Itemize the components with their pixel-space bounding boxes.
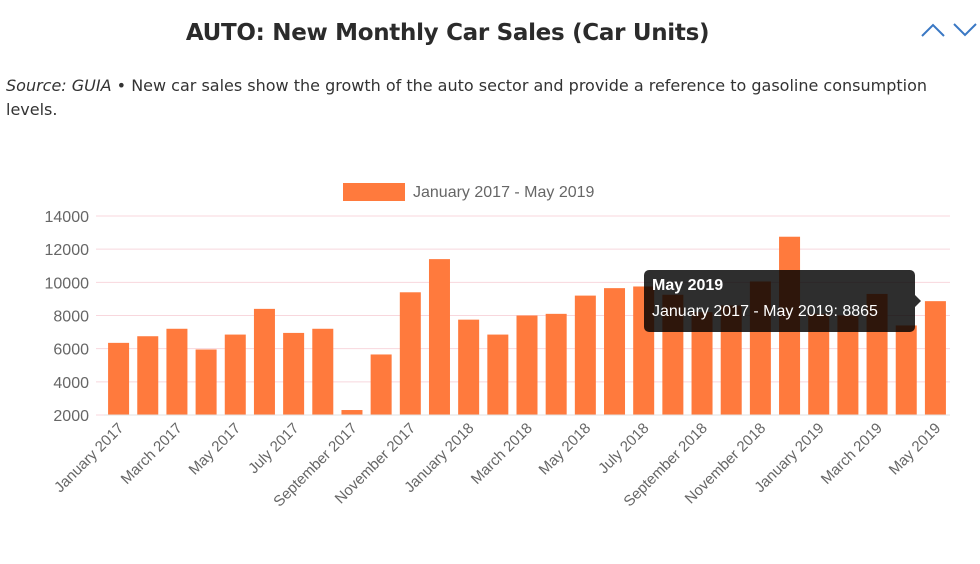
legend-swatch: [343, 183, 405, 201]
x-tick-label: May 2017: [186, 420, 245, 479]
tooltip-body: January 2017 - May 2019: 8865: [652, 303, 878, 320]
y-tick-label: 12000: [45, 242, 90, 259]
source-label: Source: GUIA: [6, 76, 112, 95]
bar: [195, 349, 217, 415]
separator: •: [116, 76, 127, 95]
x-tick-label: March 2018: [468, 420, 536, 488]
collapse-controls: [920, 22, 980, 44]
chart-description: Source: GUIA • New car sales show the gr…: [6, 74, 976, 122]
x-tick-label: July 2018: [595, 420, 652, 477]
chart-tooltip: May 2019 January 2017 - May 2019: 8865: [644, 270, 921, 332]
bar-chart: January 2017 - May 2019 2000 4000 6000 8000 1…: [45, 183, 950, 510]
y-tick-label: 4000: [53, 375, 89, 392]
y-tick-label: 14000: [45, 209, 90, 226]
description-text: New car sales show the growth of the aut…: [6, 76, 927, 119]
bar: [574, 295, 596, 415]
x-tick-label: May 2019: [886, 420, 945, 479]
bar: [253, 308, 275, 415]
y-tick-label: 8000: [53, 309, 89, 326]
bar: [399, 292, 421, 415]
bar: [108, 342, 130, 415]
bar: [895, 325, 917, 415]
bar: [166, 328, 188, 415]
x-tick-label: July 2017: [245, 420, 302, 477]
x-tick-label: January 2017: [51, 420, 127, 496]
bar: [370, 354, 392, 415]
bar: [428, 259, 450, 415]
bar: [224, 334, 246, 415]
bar: [837, 315, 859, 415]
bar: [283, 332, 305, 415]
y-tick-label: 6000: [53, 342, 89, 359]
bar: [341, 410, 363, 415]
bar: [924, 301, 946, 415]
bar: [516, 315, 538, 415]
bar: [137, 336, 159, 415]
chevron-up-icon[interactable]: [920, 22, 946, 43]
page-title: AUTO: New Monthly Car Sales (Car Units): [185, 20, 710, 46]
bar: [604, 288, 626, 415]
y-tick-label: 10000: [45, 275, 90, 292]
bar: [545, 313, 567, 415]
bar: [487, 334, 509, 415]
x-tick-label: May 2018: [536, 420, 595, 479]
bar: [312, 328, 334, 415]
chevron-down-icon[interactable]: [952, 22, 978, 43]
bar: [691, 312, 713, 415]
legend-label: January 2017 - May 2019: [413, 184, 595, 201]
x-tick-label: March 2017: [118, 420, 186, 488]
bar: [720, 305, 742, 415]
bar: [808, 313, 830, 415]
tooltip-title: May 2019: [652, 277, 724, 294]
bar: [458, 319, 480, 415]
y-tick-label: 2000: [53, 408, 89, 425]
x-tick-label: March 2019: [818, 420, 886, 488]
